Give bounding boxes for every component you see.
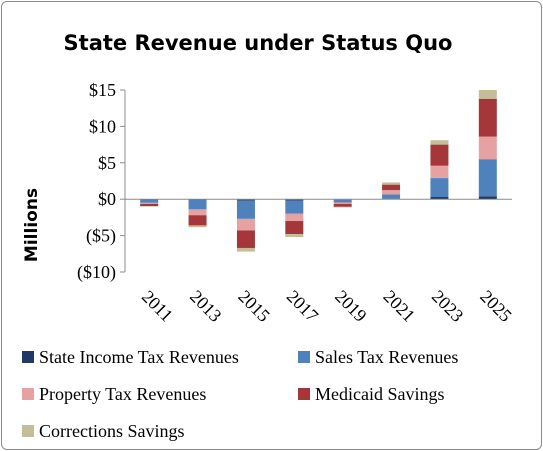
x-tick-label: 2019 (331, 286, 371, 326)
bar-segment (430, 178, 449, 198)
bar-segment (236, 199, 255, 201)
bar-segment (333, 202, 352, 204)
legend-label: Property Tax Revenues (39, 384, 206, 404)
bar-segment (285, 200, 304, 214)
legend-label: Corrections Savings (39, 421, 185, 441)
x-tick-label: 2015 (234, 286, 274, 326)
bar-segment (285, 234, 304, 238)
chart-title: State Revenue under Status Quo (64, 31, 453, 55)
bar-segment (382, 194, 401, 199)
bar-segment (333, 206, 352, 208)
bar-segment (188, 209, 207, 216)
bar-segment (285, 199, 304, 201)
bar-segment (382, 190, 401, 195)
y-tick-label: $10 (89, 116, 116, 136)
bar-segment (236, 247, 255, 252)
y-tick-label: $0 (98, 189, 116, 209)
legend-swatch (22, 425, 34, 437)
bar-segment (140, 199, 159, 203)
y-tick-label: $5 (98, 153, 116, 173)
bar-segment (430, 165, 449, 179)
bar-segment (333, 199, 352, 203)
legend-swatch (298, 351, 310, 363)
y-tick-label: $15 (89, 80, 116, 100)
bar-segment (140, 203, 159, 207)
legend-label: State Income Tax Revenues (39, 347, 239, 367)
bar-segment (382, 182, 401, 185)
bar-segment (188, 199, 207, 210)
bar-segment (430, 140, 449, 145)
bar-segment (478, 196, 497, 200)
bar-segment (140, 206, 159, 207)
x-tick-label: 2025 (476, 286, 516, 326)
x-tick-label: 2017 (283, 286, 323, 326)
x-tick-label: 2021 (380, 286, 420, 326)
x-tick-label: 2011 (138, 286, 177, 325)
plot-area: $15$10$5$0($5)($10)2011 2013 2015 2017 2019 2… (77, 80, 516, 326)
legend-swatch (22, 388, 34, 400)
x-tick-label: 2013 (186, 286, 226, 326)
bar-segment (188, 225, 207, 228)
legend-label: Medicaid Savings (315, 384, 444, 404)
bar-segment (236, 200, 255, 219)
bar-segment (430, 144, 449, 166)
legend-swatch (298, 388, 310, 400)
bar-segment (188, 215, 207, 226)
y-tick-label: ($5) (86, 226, 116, 247)
bar-segment (236, 230, 255, 248)
bar-segment (333, 203, 352, 207)
bar-segment (236, 218, 255, 231)
bar-segment (382, 184, 401, 191)
bar-segment (478, 90, 497, 99)
y-tick-label: ($10) (77, 262, 116, 283)
y-axis-label: Millions (22, 188, 42, 262)
bar-segment (140, 202, 159, 204)
bar-segment (285, 213, 304, 222)
legend-label: Sales Tax Revenues (315, 347, 458, 367)
bar-segment (478, 136, 497, 160)
legend-swatch (22, 351, 34, 363)
bar-segment (285, 221, 304, 235)
bar-segment (478, 98, 497, 137)
x-tick-label: 2023 (428, 286, 468, 326)
bar-segment (478, 159, 497, 197)
bar-segment (430, 197, 449, 200)
legend: State Income Tax Revenues Sales Tax Reven… (22, 347, 458, 441)
